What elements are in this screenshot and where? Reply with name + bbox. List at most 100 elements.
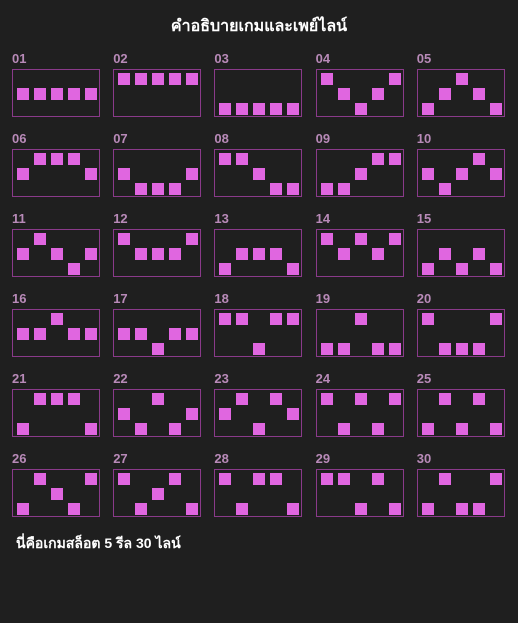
payline-label: 02 (113, 51, 202, 66)
payline-cell: 29 (316, 451, 405, 517)
payline-label: 08 (214, 131, 303, 146)
payline-cell: 04 (316, 51, 405, 117)
payline-square (253, 473, 265, 485)
payline-square (490, 313, 502, 325)
payline-square (17, 423, 29, 435)
payline-square (34, 88, 46, 100)
payline-square (135, 328, 147, 340)
payline-square (169, 328, 181, 340)
payline-cell: 09 (316, 131, 405, 197)
payline-cell: 16 (12, 291, 101, 357)
payline-cell: 11 (12, 211, 101, 277)
payline-square (51, 153, 63, 165)
payline-square (473, 88, 485, 100)
payline-cell: 01 (12, 51, 101, 117)
payline-square (85, 473, 97, 485)
payline-square (51, 313, 63, 325)
payline-square (270, 248, 282, 260)
payline-square (287, 263, 299, 275)
payline-square (17, 328, 29, 340)
payline-square (152, 248, 164, 260)
payline-square (118, 328, 130, 340)
payline-square (152, 183, 164, 195)
payline-square (236, 393, 248, 405)
payline-square (253, 103, 265, 115)
payline-label: 11 (12, 211, 101, 226)
payline-square (490, 263, 502, 275)
payline-square (68, 153, 80, 165)
payline-square (422, 313, 434, 325)
payline-label: 04 (316, 51, 405, 66)
payline-square (85, 328, 97, 340)
payline-square (85, 88, 97, 100)
payline-label: 03 (214, 51, 303, 66)
payline-square (68, 88, 80, 100)
payline-box (12, 309, 100, 357)
payline-square (321, 343, 333, 355)
payline-square (338, 423, 350, 435)
payline-square (219, 473, 231, 485)
payline-box (417, 69, 505, 117)
payline-square (372, 343, 384, 355)
payline-square (338, 183, 350, 195)
payline-square (456, 73, 468, 85)
payline-square (338, 248, 350, 260)
payline-square (439, 343, 451, 355)
payline-label: 20 (417, 291, 506, 306)
payline-square (270, 473, 282, 485)
payline-square (236, 248, 248, 260)
payline-label: 21 (12, 371, 101, 386)
payline-square (51, 248, 63, 260)
payline-square (51, 88, 63, 100)
payline-square (85, 423, 97, 435)
payline-square (372, 248, 384, 260)
payline-cell: 22 (113, 371, 202, 437)
payline-square (17, 88, 29, 100)
payline-square (372, 88, 384, 100)
payline-square (51, 488, 63, 500)
payline-square (68, 393, 80, 405)
payline-box (113, 69, 201, 117)
payline-label: 30 (417, 451, 506, 466)
payline-cell: 08 (214, 131, 303, 197)
payline-box (214, 149, 302, 197)
payline-square (236, 503, 248, 515)
footer-text: นี่คือเกมสล็อต 5 รีล 30 ไลน์ (12, 533, 506, 555)
payline-square (473, 393, 485, 405)
payline-square (68, 503, 80, 515)
payline-square (287, 408, 299, 420)
payline-square (236, 153, 248, 165)
payline-cell: 23 (214, 371, 303, 437)
payline-square (389, 503, 401, 515)
payline-box (316, 309, 404, 357)
payline-box (12, 69, 100, 117)
payline-square (34, 473, 46, 485)
payline-box (214, 469, 302, 517)
payline-box (417, 229, 505, 277)
payline-cell: 24 (316, 371, 405, 437)
payline-square (169, 473, 181, 485)
payline-square (186, 73, 198, 85)
payline-square (17, 503, 29, 515)
payline-square (456, 503, 468, 515)
payline-square (135, 423, 147, 435)
payline-box (12, 389, 100, 437)
payline-square (34, 233, 46, 245)
payline-label: 14 (316, 211, 405, 226)
payline-square (17, 168, 29, 180)
payline-square (186, 503, 198, 515)
payline-cell: 19 (316, 291, 405, 357)
payline-label: 01 (12, 51, 101, 66)
payline-square (118, 233, 130, 245)
payline-square (473, 343, 485, 355)
payline-cell: 03 (214, 51, 303, 117)
payline-square (355, 393, 367, 405)
payline-box (316, 149, 404, 197)
payline-square (490, 423, 502, 435)
payline-square (287, 183, 299, 195)
payline-square (490, 473, 502, 485)
payline-cell: 18 (214, 291, 303, 357)
payline-square (355, 313, 367, 325)
payline-square (389, 393, 401, 405)
payline-square (473, 153, 485, 165)
